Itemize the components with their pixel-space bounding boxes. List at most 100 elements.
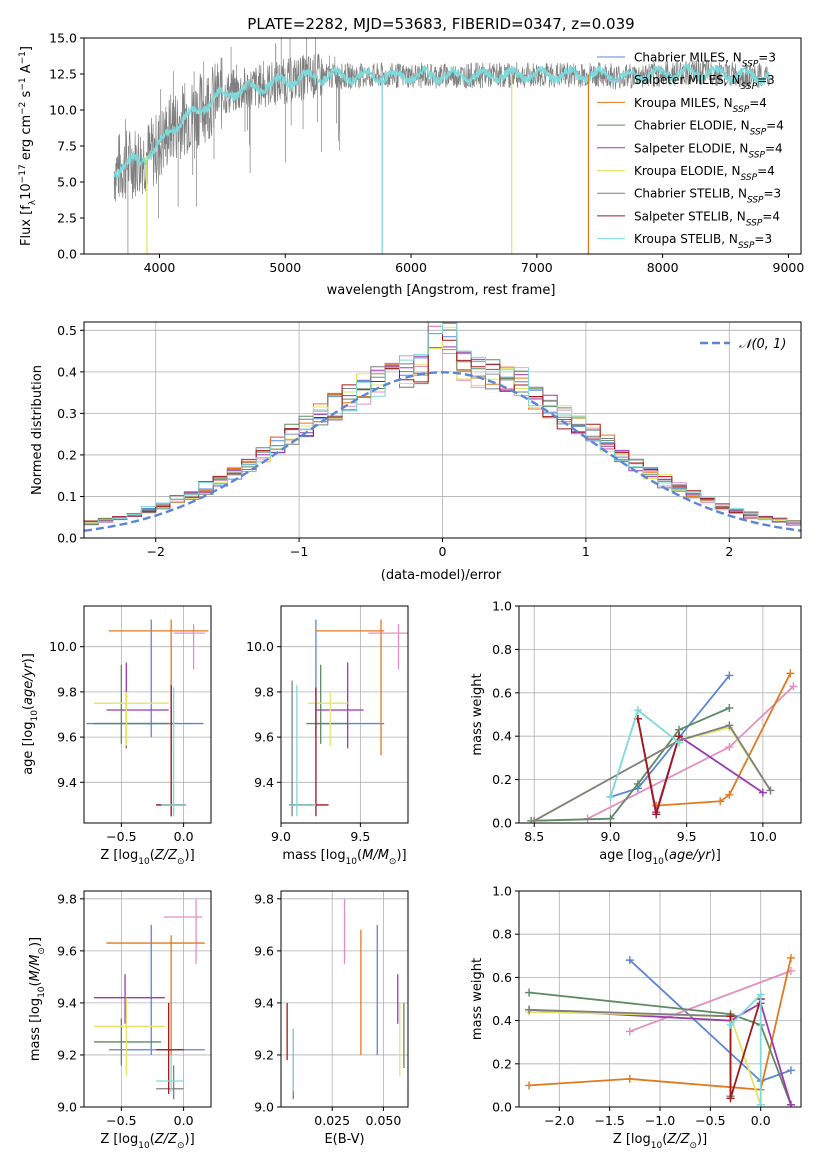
x-tick-label: −2 [146,544,164,559]
marker-plus [652,810,661,819]
residual-panel: −2 −1 0 1 2 0.0 0.1 0.2 0.3 0.4 0.5 𝒩(0, 1) (data-mo… [30,321,802,583]
x-tick-label: −0.5 [106,829,136,844]
x-tick-label: 8.5 [524,829,544,844]
label-part: SSP [747,196,764,206]
legend-entry-salpeter-elodie: Salpeter ELODIE, NSSP=4 [634,141,783,160]
label-part: SSP [746,218,763,228]
age-vs-mass-panel: 9.0 9.5 9.4 9.6 9.8 10.0 mass [log10(M/M⊙)] [246,605,409,867]
errorbar-point-salpeter-miles [163,898,203,964]
errorbar-point-kroupa-miles [315,619,385,756]
label-part: =4 [757,164,775,178]
errorbar-point-kroupa-stelib [288,685,316,817]
label-part: Z [log [613,1132,651,1147]
y-tick-label: 9.4 [57,775,77,790]
y-tick-label: 0.0 [57,247,77,262]
y-tick-label: 10.0 [49,639,77,654]
y-tick-label: 0.2 [492,1056,512,1071]
series-line [637,718,680,815]
y-tick-label: 0.8 [492,927,512,942]
marker-plus [725,790,734,799]
y-tick-label: 0.3 [57,406,77,421]
axes-frame [518,605,802,824]
label-part: A [19,64,34,77]
y-axis-label: mass [log10(M/M⊙)] [28,937,47,1061]
normal-curve [84,371,801,532]
x-tick-label: 9.0 [601,829,621,844]
y-tick-label: 15.0 [49,31,77,46]
errorbar-point-salpeter-elodie [93,974,165,1024]
label-part: E(B-V) [324,1132,364,1147]
label-part: ( [28,981,43,986]
legend-entry-salpeter-miles: Salpeter MILES, NSSP=3 [634,73,775,92]
spectrum-panel: 4000 5000 6000 7000 8000 9000 0.0 2.5 5.0 7.5 10.0… [18,31,804,299]
label-part: SSP [748,150,765,160]
series-line [656,672,792,807]
y-tick-label: 0.8 [492,642,512,657]
y-tick-label: 9.6 [57,943,77,958]
x-tick-label: 7000 [521,260,553,275]
label-part: age [log [599,848,652,863]
series-chabrier-elodie [527,703,734,823]
x-tick-label: 6000 [395,260,427,275]
label-part: =3 [764,187,782,201]
marker-plus [633,706,642,715]
label-part: mass [log [28,998,43,1061]
marker-plus [756,990,765,999]
marker-plus [786,953,795,962]
label-part: Kroupa MILES, N [634,96,733,110]
x-tick-label: 9.0 [271,829,291,844]
marker-plus [789,682,798,691]
label-part: 10 [19,183,34,200]
y-axis-label: Flux [fλ10−17 erg cm−2 s−1 A−1] [18,46,38,246]
label-part: SSP [741,173,758,183]
label-part: Chabrier MILES, N [634,51,742,65]
marker-plus [625,1027,634,1036]
mass-weight-vs-z-panel: −2.0 −1.5 −1.0 −0.5 0.0 0.0 0.2 0.4 0.6 0.8 1.0 Z [… [470,884,802,1151]
label-part: )] [185,848,195,863]
y-tick-label: 0.4 [492,1013,512,1028]
x-axis-label: mass [log10(M/M⊙)] [282,848,406,867]
y-tick-label: 1.0 [492,599,512,614]
errorbar-point-chabrier-stelib [288,680,313,817]
errorbar-point-salpeter-elodie [315,662,364,749]
series-salpeter-miles [625,966,795,1036]
label-part: M/M [28,955,43,982]
marker-plus [633,779,642,788]
errorbar-point-kroupa-elodie [93,691,169,747]
y-tick-label: 9.8 [254,684,274,699]
marker-plus [726,1094,735,1103]
legend-entry-normal: 𝒩(0, 1) [739,337,786,352]
marker-plus [725,743,734,752]
axes-frame [83,321,802,539]
y-tick-label: 2.5 [57,211,77,226]
axes-frame [83,605,212,824]
label-part: −2 [18,102,28,115]
series-line [533,724,772,822]
axes-frame [83,890,212,1108]
label-part: −1 [18,77,28,90]
label-part: ( [150,1132,155,1147]
axes-frame [280,605,409,824]
y-tick-label: 0.0 [492,1100,512,1115]
label-part: 10 [138,1141,150,1151]
x-tick-label: −0.5 [695,1113,725,1128]
y-tick-label: 0.4 [492,729,512,744]
label-part: )] [711,848,721,863]
label-part: s [19,90,34,101]
y-tick-label: 9.4 [57,995,77,1010]
marker-plus [786,1100,795,1107]
y-axis-label: mass weight [470,958,485,1040]
y-tick-label: 0.6 [492,685,512,700]
y-tick-label: 9.4 [254,775,274,790]
label-part: Chabrier ELODIE, N [634,119,750,133]
marker-plus [726,1020,735,1029]
label-part: )] [21,653,36,663]
y-tick-label: 10.0 [49,103,77,118]
label-part: ] [19,46,34,51]
label-part: =4 [766,119,784,133]
x-axis-label: wavelength [Angstrom, rest frame] [327,283,556,298]
label-part: Z/Z [666,1132,690,1147]
errorbar-point-chabrier-elodie [306,664,348,744]
marker-plus [786,1066,795,1075]
y-tick-label: 5.0 [57,175,77,190]
